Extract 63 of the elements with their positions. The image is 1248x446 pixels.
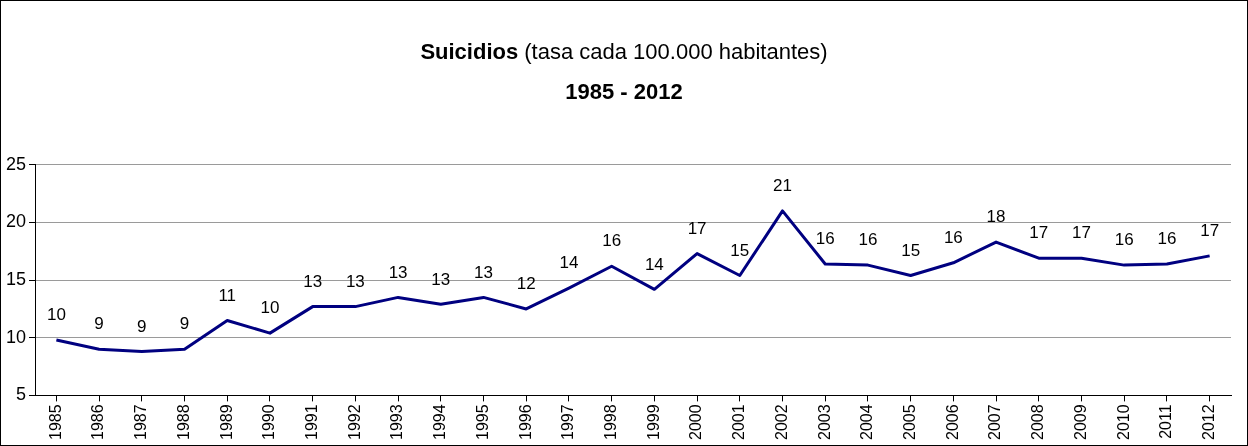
data-label: 13 xyxy=(388,262,408,282)
chart-subtitle: 1985 - 2012 xyxy=(564,79,684,105)
data-label: 10 xyxy=(46,305,66,325)
data-label: 17 xyxy=(1200,221,1220,241)
x-tick-label: 2005 xyxy=(901,404,919,440)
y-tick-label: 15 xyxy=(5,269,27,290)
x-tick-label: 2010 xyxy=(1114,404,1132,440)
x-tick-label: 1985 xyxy=(46,404,64,440)
x-tick-label: 1993 xyxy=(388,404,406,440)
x-tick-label: 2007 xyxy=(986,404,1004,440)
data-label: 13 xyxy=(474,262,493,282)
x-tick-label: 2003 xyxy=(815,404,833,440)
y-tick-label: 25 xyxy=(5,153,27,174)
data-label: 9 xyxy=(179,314,190,334)
x-tick-label: 2011 xyxy=(1157,404,1175,439)
data-label: 11 xyxy=(218,285,237,305)
x-tick-label: 1991 xyxy=(303,404,321,440)
data-label: 13 xyxy=(345,271,365,291)
data-label: 16 xyxy=(1114,230,1134,250)
x-tick-label: 2006 xyxy=(943,404,961,440)
x-tick-label: 2012 xyxy=(1200,404,1218,440)
data-label: 17 xyxy=(687,218,707,238)
data-label: 9 xyxy=(94,314,104,334)
x-tick-label: 1999 xyxy=(644,404,662,440)
data-label: 17 xyxy=(1072,223,1091,243)
x-tick-label: 1992 xyxy=(345,404,363,440)
x-tick-label: 1987 xyxy=(132,404,150,440)
x-tick-label: 2002 xyxy=(772,404,790,440)
data-label: 10 xyxy=(260,298,280,318)
y-tick-label: 10 xyxy=(5,326,27,347)
data-label: 18 xyxy=(986,207,1006,227)
chart-title: Suicidios (tasa cada 100.000 habitantes) xyxy=(419,39,829,65)
data-label: 9 xyxy=(137,316,147,336)
x-tick-label: 1997 xyxy=(559,404,577,440)
data-label: 15 xyxy=(901,240,921,260)
x-tick-label: 1995 xyxy=(473,404,491,440)
data-label: 14 xyxy=(644,254,664,274)
data-label: 13 xyxy=(303,271,323,291)
x-tick-label: 1994 xyxy=(431,404,449,440)
data-label: 15 xyxy=(730,240,750,260)
x-tick-label: 2008 xyxy=(1029,404,1047,440)
x-tick-label: 1986 xyxy=(89,404,107,440)
x-tick-label: 1989 xyxy=(217,404,235,440)
data-label: 13 xyxy=(431,269,451,289)
x-tick-label: 2001 xyxy=(730,404,748,440)
x-tick-label: 1998 xyxy=(602,404,620,440)
x-tick-label: 2004 xyxy=(858,404,876,440)
data-label: 16 xyxy=(602,231,622,251)
data-label: 14 xyxy=(559,253,579,273)
y-tick-label: 20 xyxy=(5,211,27,232)
x-tick-label: 2009 xyxy=(1071,404,1089,440)
x-tick-label: 1988 xyxy=(174,404,192,440)
x-tick-label: 1996 xyxy=(516,404,534,440)
data-label: 17 xyxy=(1029,223,1049,243)
x-tick-label: 2000 xyxy=(687,404,705,440)
data-label: 12 xyxy=(516,274,536,294)
data-label: 16 xyxy=(815,229,835,249)
data-label: 21 xyxy=(773,176,792,196)
x-tick-label: 1990 xyxy=(260,404,278,440)
data-label: 16 xyxy=(943,228,963,247)
data-label: 16 xyxy=(1157,229,1177,249)
data-label: 16 xyxy=(858,230,878,250)
y-tick-label: 5 xyxy=(16,384,27,405)
